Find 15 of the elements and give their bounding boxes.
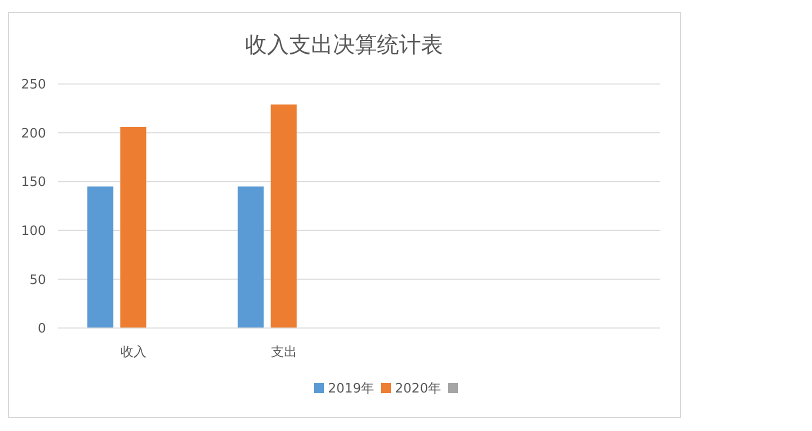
y-tick-label: 200 xyxy=(21,126,46,142)
chart-title: 收入支出决算统计表 xyxy=(245,33,443,58)
bar xyxy=(238,186,264,328)
bar xyxy=(270,104,297,328)
y-tick-label: 0 xyxy=(38,322,46,337)
y-tick-label: 150 xyxy=(21,175,46,190)
x-tick-label: 收入 xyxy=(120,345,146,360)
y-tick-label: 50 xyxy=(29,272,46,288)
y-tick-label: 250 xyxy=(21,78,46,93)
bar xyxy=(87,186,114,328)
legend-label: 2020年 xyxy=(395,382,442,397)
legend-label: 2019年 xyxy=(328,382,374,397)
y-tick-label: 100 xyxy=(21,224,46,239)
x-tick-label: 支出 xyxy=(270,345,297,360)
bar xyxy=(120,126,146,328)
